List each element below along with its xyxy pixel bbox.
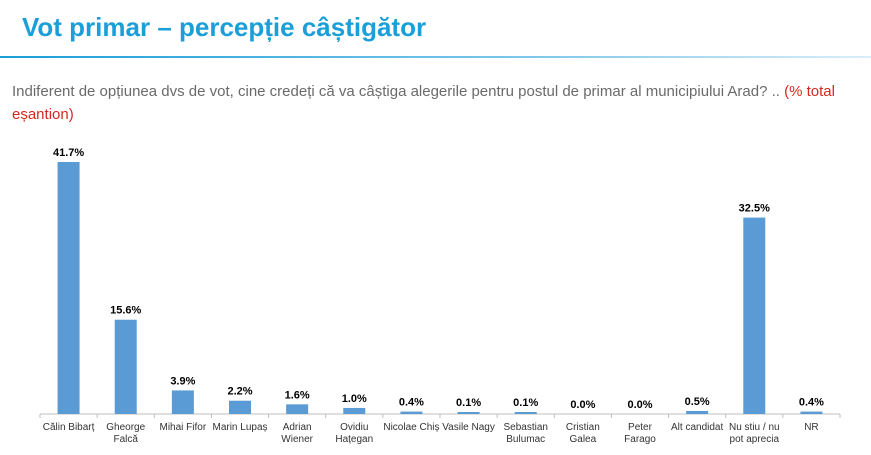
category-label: Galea: [570, 434, 597, 445]
category-label: Nu stiu / nu: [729, 422, 780, 433]
bar-value-label: 1.6%: [285, 389, 310, 401]
page-title: Vot primar – percepție câștigător: [22, 12, 427, 42]
category-label: Gheorge: [106, 422, 145, 433]
bar: [229, 400, 251, 414]
category-label: Cristian: [566, 422, 600, 433]
category-label: Falcă: [113, 434, 138, 445]
bar: [800, 411, 823, 414]
bar: [743, 217, 766, 414]
category-label: Sebastian: [503, 422, 547, 433]
category-label: Bulumac: [506, 434, 545, 445]
bar-value-label: 0.4%: [399, 397, 424, 409]
category-label: pot aprecia: [730, 434, 780, 445]
bar-value-label: 1.0%: [342, 393, 367, 405]
bar-value-label: 32.5%: [739, 203, 770, 215]
bar-value-label: 0.0%: [570, 399, 595, 411]
title-divider: [0, 56, 871, 58]
category-label: NR: [804, 422, 818, 433]
category-label: Peter: [628, 422, 653, 433]
bar: [514, 412, 537, 414]
bar-value-label: 15.6%: [110, 305, 141, 317]
category-label: Marin Lupaș: [212, 422, 267, 433]
bar-value-label: 0.1%: [513, 397, 538, 409]
category-label: Nicolae Chiș: [383, 422, 439, 433]
question-body: Indiferent de opțiunea dvs de vot, cine …: [12, 83, 780, 100]
bar-value-label: 0.0%: [627, 399, 652, 411]
bar: [457, 412, 480, 414]
question-note: (% total eșantion): [12, 83, 835, 123]
category-label: Wiener: [281, 434, 313, 445]
category-label: Vasile Nagy: [442, 422, 495, 433]
bar-value-label: 3.9%: [170, 375, 195, 387]
category-label: Farago: [624, 434, 656, 445]
bar-value-label: 41.7%: [53, 147, 84, 159]
bar-value-label: 2.2%: [227, 386, 252, 398]
bar: [57, 162, 80, 414]
category-label: Ovidiu: [340, 422, 368, 433]
bar: [343, 407, 366, 414]
category-label: Călin Bibarț: [43, 422, 95, 433]
bar-value-label: 0.1%: [456, 397, 481, 409]
bar: [400, 411, 423, 414]
bar: [114, 319, 137, 414]
bar: [171, 390, 194, 414]
bar-value-label: 0.4%: [799, 397, 824, 409]
category-label: Alt candidat: [671, 422, 723, 433]
category-label: Mihai Fifor: [160, 422, 207, 433]
bar: [686, 410, 709, 414]
question-text: Indiferent de opțiunea dvs de vot, cine …: [12, 80, 857, 126]
bar: [286, 404, 309, 414]
category-label: Adrian: [283, 422, 312, 433]
bar-value-label: 0.5%: [685, 396, 710, 408]
category-label: Hațegan: [335, 434, 373, 445]
